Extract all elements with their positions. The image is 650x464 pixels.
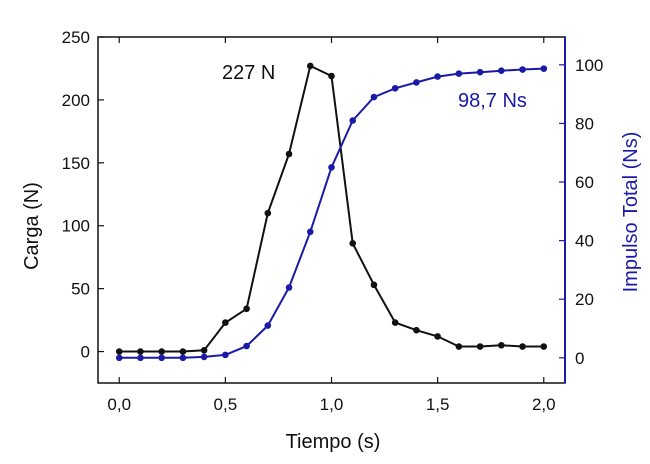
series-0-point (370, 281, 378, 289)
series-1-point (540, 65, 548, 72)
series-0-point (498, 341, 505, 349)
y-right-tick-label: 20 (575, 290, 594, 309)
series-1-point (243, 342, 250, 350)
series-1-point (222, 351, 229, 359)
series-0-point (306, 62, 314, 70)
series-1-point (137, 354, 144, 362)
series-0-point (540, 343, 548, 350)
series-0-point (328, 72, 335, 80)
x-tick-label: 0,5 (214, 395, 238, 414)
y-right-tick-label: 80 (575, 114, 594, 133)
series-0-point (200, 346, 208, 354)
series-1-point (285, 284, 293, 291)
series-1-point (264, 322, 272, 329)
series-0-point (264, 209, 272, 217)
y-axis-left-title: Carga (N) (21, 182, 43, 270)
x-axis-title: Tiempo (s) (286, 431, 381, 453)
series-0-point (391, 319, 399, 326)
series-1-point (434, 73, 441, 80)
series-0-point (285, 150, 293, 158)
series-0-point (222, 319, 229, 326)
series-1-point (179, 354, 187, 362)
series-0-point (413, 326, 420, 334)
x-tick-label: 1,0 (320, 395, 344, 414)
plot-border (97, 36, 566, 384)
x-tick-label: 0,0 (107, 395, 131, 414)
x-tick-label: 2,0 (532, 395, 556, 414)
y-right-tick-label: 0 (575, 349, 584, 368)
series-1-point (349, 117, 357, 124)
series-0-point (243, 305, 250, 313)
y-left-tick-label: 250 (62, 28, 90, 47)
series-1-point (476, 68, 484, 76)
series-0-point (158, 348, 165, 355)
series-1-point (328, 164, 335, 171)
series-1-point (413, 79, 420, 86)
y-left-tick-label: 100 (62, 217, 90, 236)
y-left-tick-label: 50 (71, 280, 90, 299)
plot-frame (97, 36, 566, 384)
series-0-point (349, 240, 357, 247)
series-0-point (476, 343, 484, 350)
y-right-tick-label: 40 (575, 232, 594, 251)
series-1-point (519, 66, 526, 73)
series-0-point (519, 343, 526, 350)
series-layer (115, 62, 548, 362)
series-1-point (306, 228, 314, 236)
y-left-tick-label: 200 (62, 91, 90, 110)
ticks-layer: 0,0 0,5 1,0 1,5 2,0 0 50 100 150 200 250 0 20 40 60 80 1… (62, 28, 604, 414)
y-left-tick-label: 0 (81, 343, 90, 362)
series-0-point (455, 343, 463, 350)
series-0-point (434, 333, 441, 340)
y-left-tick-label: 150 (62, 154, 90, 173)
y-axis-right-title: Impulso Total (Ns) (620, 132, 642, 293)
series-1-point (498, 67, 505, 74)
series-1-point (115, 354, 123, 362)
series-1-point (200, 353, 208, 361)
series-0-point (179, 348, 187, 355)
peak-load-annotation: 227 N (222, 62, 275, 84)
series-1-point (391, 84, 399, 92)
series-1-point (158, 354, 165, 362)
y-right-tick-label: 100 (575, 56, 603, 75)
total-impulse-annotation: 98,7 Ns (458, 90, 527, 112)
series-1-point (455, 70, 463, 77)
series-1-point (370, 93, 378, 101)
series-0-point (115, 348, 123, 355)
series-0-point (137, 348, 144, 355)
x-tick-label: 1,5 (426, 395, 450, 414)
y-right-tick-label: 60 (575, 173, 594, 192)
